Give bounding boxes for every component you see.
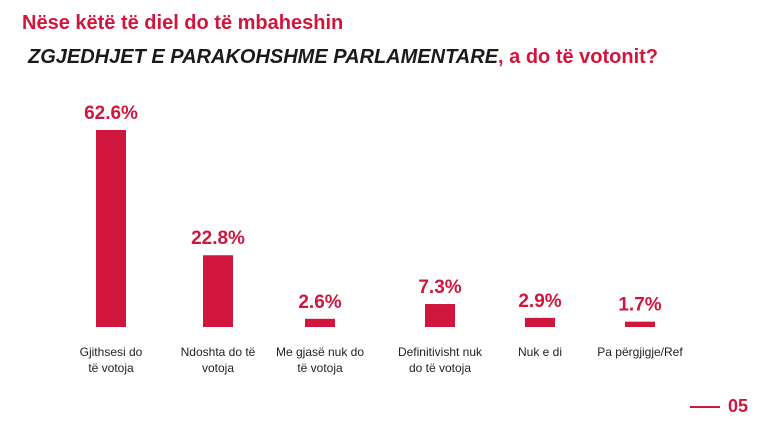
- bar-6: [625, 321, 655, 327]
- chart-title-line2: ZGJEDHJET E PARAKOHSHME PARLAMENTARE, a …: [28, 46, 658, 69]
- data-label-5: 2.9%: [518, 291, 561, 312]
- category-label-3-line-2: të votoja: [297, 361, 343, 375]
- data-label-2: 22.8%: [191, 228, 245, 249]
- category-label-1-line-2: të votoja: [88, 361, 134, 375]
- page-number: 05: [727, 396, 748, 416]
- bar-3: [305, 318, 335, 327]
- bar-4: [425, 304, 455, 327]
- data-label-3: 2.6%: [298, 292, 341, 313]
- bar-1: [96, 130, 126, 327]
- category-label-2-line-2: votoja: [202, 361, 234, 375]
- page-footer: 05: [689, 396, 748, 417]
- data-label-1: 62.6%: [84, 103, 138, 124]
- category-label-4-line-1: Definitivisht nuk: [398, 345, 483, 359]
- chart-title-question: , a do të votonit?: [498, 46, 659, 68]
- footer-rule: [689, 405, 720, 408]
- data-label-4: 7.3%: [418, 277, 461, 298]
- category-label-6: Pa përgjigje/Ref: [597, 345, 683, 359]
- data-label-6: 1.7%: [618, 295, 661, 316]
- category-label-2-line-1: Ndoshta do të: [181, 345, 256, 359]
- chart-title-emphasis: ZGJEDHJET E PARAKOHSHME PARLAMENTARE: [28, 46, 499, 68]
- category-label-5: Nuk e di: [518, 345, 562, 359]
- category-label-4-line-2: do të votoja: [409, 361, 471, 375]
- category-label-3-line-1: Me gjasë nuk do: [276, 345, 364, 359]
- bar-5: [525, 317, 555, 327]
- category-label-1-line-1: Gjithsesi do: [80, 345, 143, 359]
- bar-2: [203, 255, 233, 327]
- chart-title-line1: Nëse këtë të diel do të mbaheshin: [22, 12, 344, 34]
